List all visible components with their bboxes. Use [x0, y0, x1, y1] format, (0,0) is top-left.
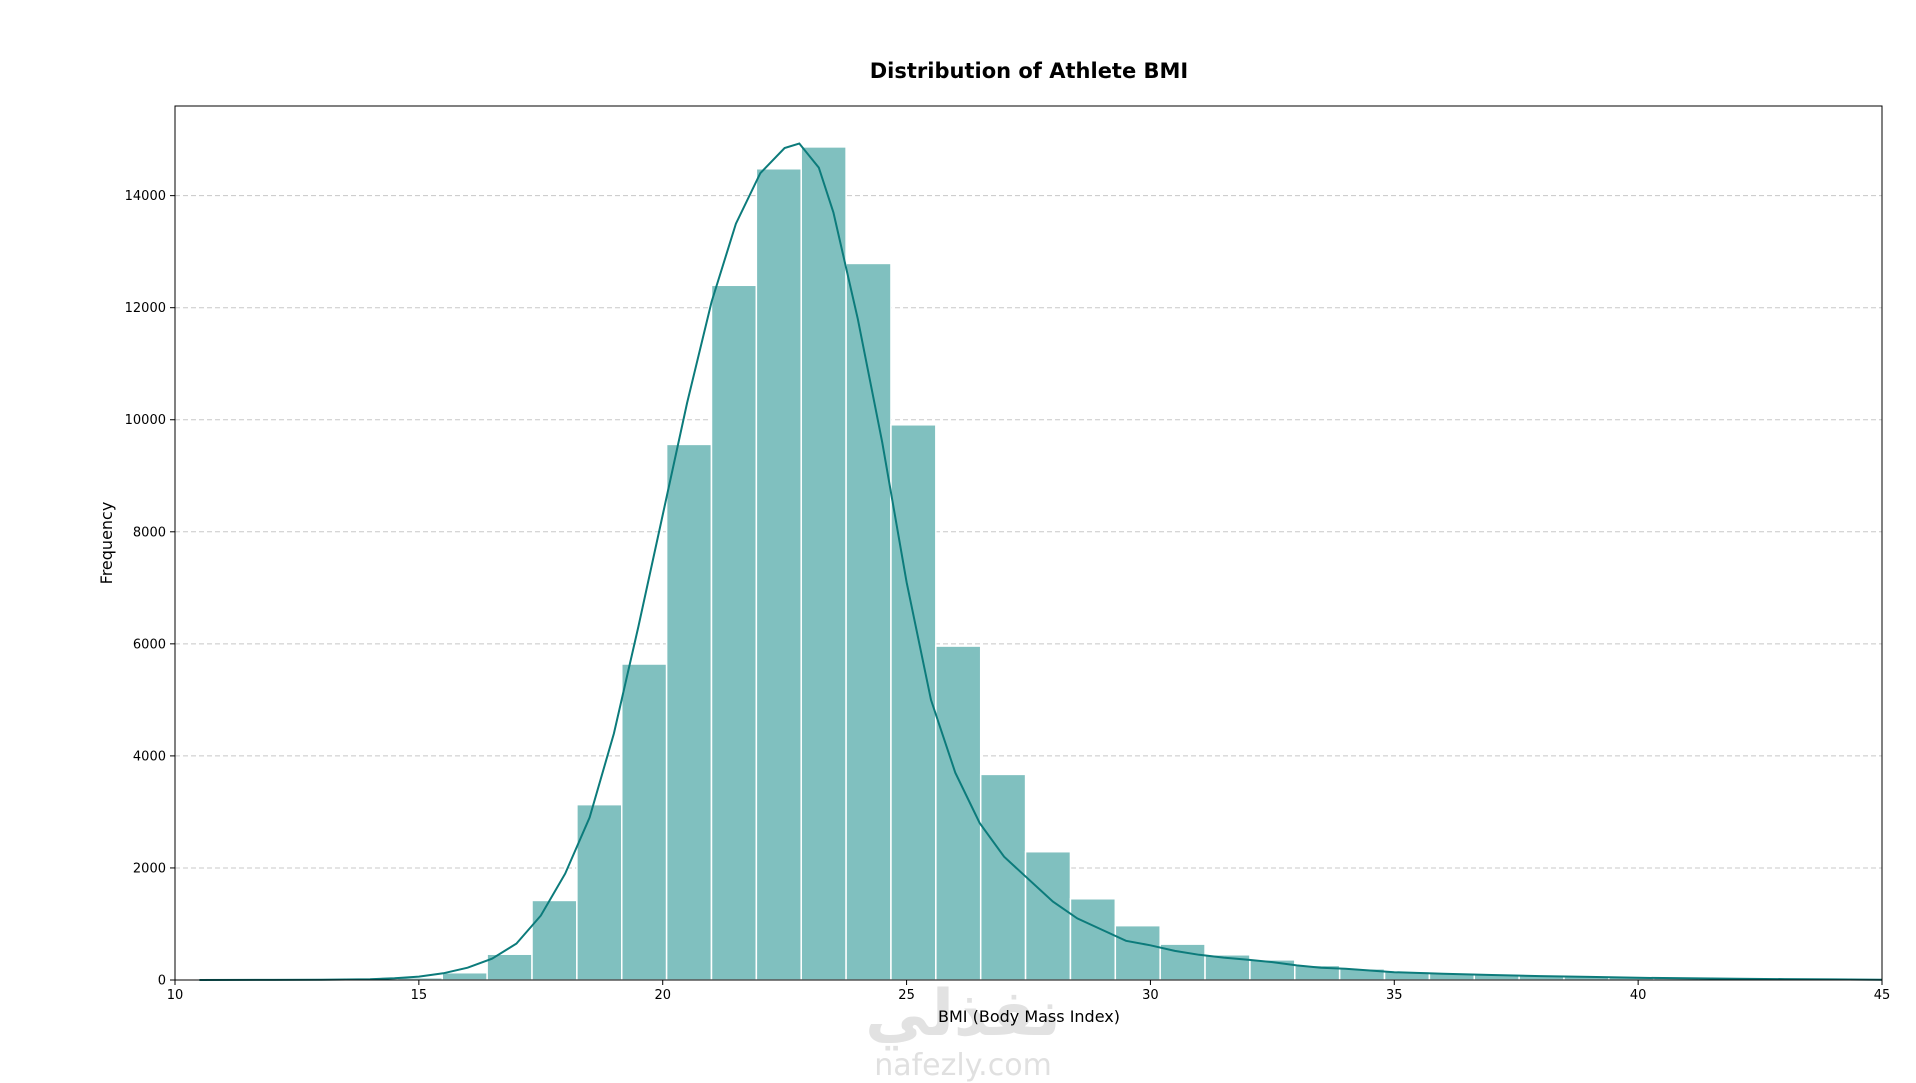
plot-frame: [174, 105, 1883, 981]
x-axis-ticks: 10 15 20 25 30 35 40 45: [167, 980, 1891, 1003]
y-tick-label-2: 4000: [133, 749, 166, 764]
bar-10: [710, 284, 758, 981]
bar-11: [755, 167, 802, 981]
gridlines: [175, 195, 1882, 869]
y-tick-label-0: 0: [158, 974, 166, 989]
watermark-arabic: نفذلي: [865, 977, 1061, 1051]
bar-19: [1114, 924, 1161, 981]
y-axis-ticks: 0 2000 4000 6000 8000 10000 12000 14000: [125, 189, 175, 989]
bar-14: [890, 424, 937, 981]
x-tick-label-6: 40: [1630, 988, 1647, 1003]
x-tick-label-3: 25: [898, 988, 915, 1003]
y-tick-label-6: 12000: [125, 301, 166, 316]
x-tick-label-4: 30: [1142, 988, 1159, 1003]
y-tick-label-5: 10000: [125, 413, 166, 428]
bar-4: [441, 971, 488, 981]
x-axis-label: BMI (Body Mass Index): [938, 1007, 1120, 1026]
chart-title: Distribution of Athlete BMI: [870, 59, 1189, 83]
bar-8: [620, 663, 668, 981]
watermark: نفذلي nafezly.com: [865, 977, 1061, 1083]
kde-curve: [199, 142, 1883, 981]
y-tick-label-7: 14000: [125, 189, 166, 204]
x-tick-label-7: 45: [1874, 988, 1891, 1003]
y-axis-label: Frequency: [97, 502, 116, 585]
y-tick-label-4: 8000: [133, 525, 166, 540]
x-tick-label-0: 10: [167, 988, 184, 1003]
bar-6: [531, 899, 578, 981]
x-tick-label-5: 35: [1386, 988, 1403, 1003]
bar-12: [800, 146, 847, 981]
watermark-latin: nafezly.com: [874, 1048, 1052, 1083]
bar-18: [1069, 898, 1117, 981]
bar-16: [979, 773, 1027, 981]
y-tick-label-3: 6000: [133, 637, 166, 652]
x-tick-label-2: 20: [654, 988, 671, 1003]
bar-17: [1024, 850, 1072, 981]
bar-9: [665, 443, 713, 981]
histogram-bars: [262, 146, 1879, 981]
y-tick-label-1: 2000: [133, 861, 166, 876]
x-tick-label-1: 15: [411, 988, 428, 1003]
